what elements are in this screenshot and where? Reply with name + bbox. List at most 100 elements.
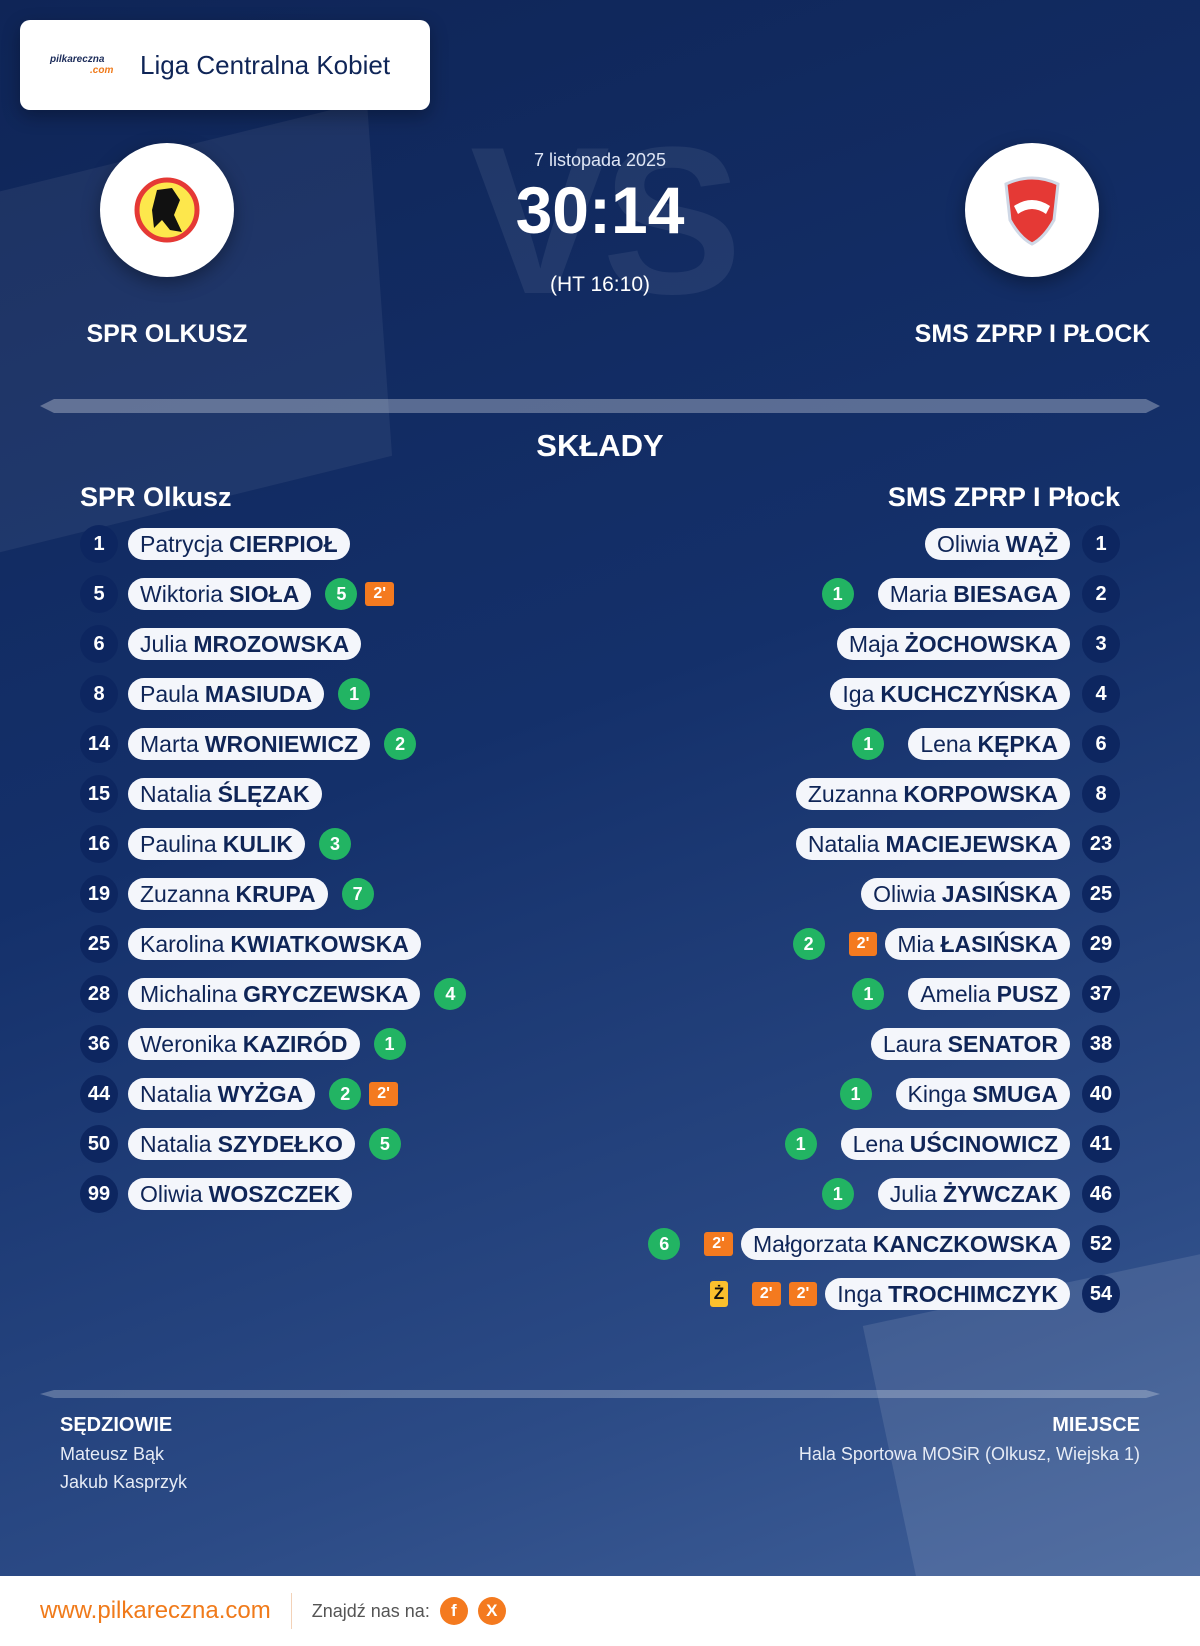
player-last-name: KWIATKOWSKA [230, 930, 409, 957]
player-first-name: Paula [140, 680, 199, 707]
goals-badge: 1 [821, 578, 854, 610]
player-name: Natalia MACIEJEWSKA [795, 828, 1070, 860]
player-name: Mia ŁASIŃSKA [885, 928, 1070, 960]
facebook-icon[interactable]: f [439, 1597, 468, 1625]
suspension-badge: 2' [365, 582, 395, 606]
player-number: 37 [1082, 975, 1120, 1013]
player-number: 50 [80, 1125, 118, 1163]
player-number: 5 [80, 575, 118, 613]
player-number: 25 [1082, 875, 1120, 913]
player-number: 4 [1082, 675, 1120, 713]
player-first-name: Marta [140, 730, 199, 757]
player-number: 8 [80, 675, 118, 713]
player-first-name: Oliwia [937, 530, 1000, 557]
player-last-name: ŚLĘZAK [217, 780, 310, 807]
yellow-card-badge: Ż [709, 1281, 728, 1307]
away-player-row: 6 Lena KĘPKA 1 [852, 725, 1120, 763]
player-name: Julia MROZOWSKA [128, 628, 362, 660]
player-last-name: SZYDEŁKO [217, 1130, 343, 1157]
home-player-row: 28 Michalina GRYCZEWSKA 4 [80, 975, 467, 1013]
player-name: Natalia WYŻGA [128, 1078, 316, 1110]
match-date: 7 listopada 2025 [533, 150, 667, 170]
home-player-row: 36 Weronika KAZIRÓD 1 [80, 1025, 406, 1063]
away-player-row: 23 Natalia MACIEJEWSKA [795, 825, 1120, 863]
brand-name: pilkareczna [50, 54, 105, 65]
player-last-name: SMUGA [972, 1080, 1058, 1107]
player-last-name: WOSZCZEK [208, 1180, 341, 1207]
player-name: Oliwia WĄŻ [925, 528, 1070, 560]
player-first-name: Lena [852, 1130, 904, 1157]
player-first-name: Lena [920, 730, 972, 757]
player-name: Maja ŻOCHOWSKA [836, 628, 1070, 660]
home-player-row: 16 Paulina KULIK 3 [80, 825, 352, 863]
player-first-name: Inga [837, 1280, 883, 1307]
divider [40, 1390, 1160, 1398]
player-number: 1 [80, 525, 118, 563]
away-player-row: 2 Maria BIESAGA 1 [821, 575, 1120, 613]
away-player-row: 4 Iga KUCHCZYŃSKA [830, 675, 1120, 713]
player-first-name: Laura [882, 1030, 942, 1057]
player-first-name: Mia [897, 930, 935, 957]
league-name: Liga Centralna Kobiet [140, 49, 391, 80]
player-first-name: Oliwia [140, 1180, 203, 1207]
player-name: Oliwia WOSZCZEK [128, 1178, 353, 1210]
away-player-row: 38 Laura SENATOR [870, 1025, 1120, 1063]
x-icon[interactable]: X [477, 1597, 506, 1625]
home-player-row: 14 Marta WRONIEWICZ 2 [80, 725, 417, 763]
away-player-row: 3 Maja ŻOCHOWSKA [836, 625, 1120, 663]
player-first-name: Natalia [140, 1130, 212, 1157]
player-number: 8 [1082, 775, 1120, 813]
find-us-label: Znajdź nas na: [311, 1600, 430, 1621]
player-last-name: UŚCINOWICZ [909, 1130, 1058, 1157]
player-number: 19 [80, 875, 118, 913]
player-first-name: Małgorzata [752, 1230, 867, 1257]
player-number: 3 [1082, 625, 1120, 663]
player-number: 46 [1082, 1175, 1120, 1213]
player-first-name: Zuzanna [807, 780, 898, 807]
goals-badge: 2 [792, 928, 825, 960]
player-name: Laura SENATOR [870, 1028, 1070, 1060]
player-first-name: Patrycja [140, 530, 224, 557]
league-header: pilkareczna .com Liga Centralna Kobiet [20, 20, 430, 110]
venue-title: MIEJSCE [1052, 1414, 1140, 1436]
player-number: 28 [80, 975, 118, 1013]
player-number: 14 [80, 725, 118, 763]
player-name: Inga TROCHIMCZYK [825, 1278, 1070, 1310]
player-first-name: Kinga [907, 1080, 967, 1107]
player-last-name: JASIŃSKA [941, 880, 1058, 907]
player-last-name: MACIEJEWSKA [885, 830, 1058, 857]
footer: www.pilkareczna.com Znajdź nas na: f X [0, 1576, 1200, 1646]
away-player-row: 40 Kinga SMUGA 1 [839, 1075, 1120, 1113]
player-name: Natalia SZYDEŁKO [128, 1128, 355, 1160]
player-last-name: KĘPKA [977, 730, 1058, 757]
player-number: 23 [1082, 825, 1120, 863]
player-last-name: WĄŻ [1005, 530, 1058, 557]
player-first-name: Natalia [807, 830, 880, 857]
player-first-name: Natalia [140, 1080, 212, 1107]
player-first-name: Amelia [920, 980, 991, 1007]
goals-badge: 1 [821, 1178, 854, 1210]
player-last-name: SIOŁA [229, 580, 300, 607]
player-first-name: Weronika [140, 1030, 237, 1057]
player-last-name: MROZOWSKA [193, 630, 350, 657]
player-last-name: MASIUDA [204, 680, 313, 707]
away-player-row: 46 Julia ŻYWCZAK 1 [821, 1175, 1120, 1213]
player-number: 15 [80, 775, 118, 813]
player-first-name: Iga [842, 680, 875, 707]
player-first-name: Karolina [140, 930, 225, 957]
player-number: 6 [80, 625, 118, 663]
player-last-name: ŻOCHOWSKA [904, 630, 1058, 657]
player-first-name: Wiktoria [140, 580, 224, 607]
referees-title: SĘDZIOWIE [60, 1414, 173, 1436]
website-link[interactable]: www.pilkareczna.com [40, 1593, 292, 1629]
home-player-row: 19 Zuzanna KRUPA 7 [80, 875, 374, 913]
home-player-row: 8 Paula MASIUDA 1 [80, 675, 371, 713]
away-team-name: SMS ZPRP I PŁOCK [914, 320, 1151, 348]
player-number: 1 [1082, 525, 1120, 563]
suspension-badge: 2' [704, 1232, 733, 1256]
goals-badge: 2 [329, 1078, 362, 1110]
player-last-name: ŁASIŃSKA [940, 930, 1058, 957]
away-player-row: 25 Oliwia JASIŃSKA [861, 875, 1120, 913]
player-name: Iga KUCHCZYŃSKA [830, 678, 1070, 710]
player-last-name: BIESAGA [953, 580, 1058, 607]
